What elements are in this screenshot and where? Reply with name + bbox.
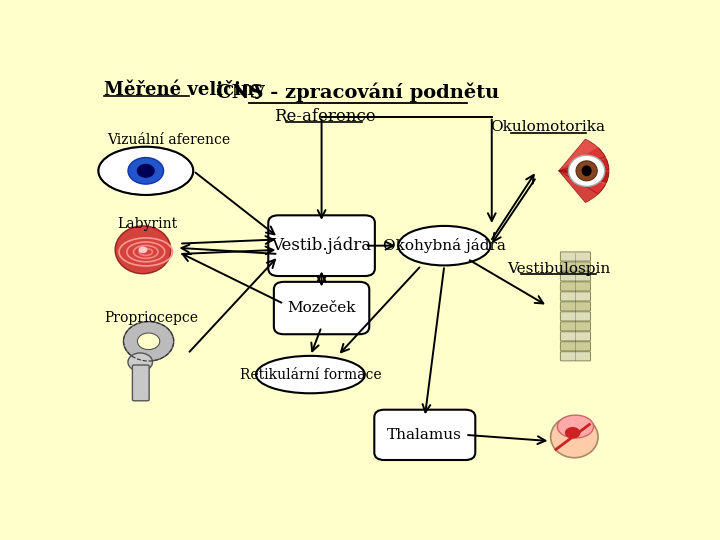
Text: Propriocepce: Propriocepce xyxy=(104,312,198,326)
Circle shape xyxy=(128,353,153,371)
FancyBboxPatch shape xyxy=(274,282,369,334)
Wedge shape xyxy=(559,171,609,194)
Text: Mozeček: Mozeček xyxy=(287,301,356,315)
FancyBboxPatch shape xyxy=(560,352,590,361)
Circle shape xyxy=(565,427,580,438)
Text: CNS - zpracování podnětu: CNS - zpracování podnětu xyxy=(216,82,500,102)
Ellipse shape xyxy=(582,165,592,176)
FancyBboxPatch shape xyxy=(560,312,590,321)
Circle shape xyxy=(138,246,148,253)
Text: Vizuální aference: Vizuální aference xyxy=(107,133,230,147)
Ellipse shape xyxy=(115,226,171,274)
Ellipse shape xyxy=(551,416,598,458)
Ellipse shape xyxy=(557,415,593,438)
Text: Vestib.jádra: Vestib.jádra xyxy=(271,237,372,254)
FancyBboxPatch shape xyxy=(560,342,590,351)
FancyBboxPatch shape xyxy=(560,262,590,271)
Text: Re-aference: Re-aference xyxy=(274,109,375,125)
FancyBboxPatch shape xyxy=(560,302,590,311)
Ellipse shape xyxy=(398,226,490,266)
Text: Okulomotorika: Okulomotorika xyxy=(490,120,605,134)
Text: Měřené veličiny: Měřené veličiny xyxy=(104,80,264,99)
FancyBboxPatch shape xyxy=(560,322,590,331)
Wedge shape xyxy=(559,159,609,183)
Wedge shape xyxy=(559,171,606,202)
Ellipse shape xyxy=(138,333,160,349)
Ellipse shape xyxy=(128,158,163,184)
Text: Retikulární formace: Retikulární formace xyxy=(240,368,381,382)
Ellipse shape xyxy=(569,155,605,186)
FancyBboxPatch shape xyxy=(560,282,590,291)
Ellipse shape xyxy=(124,321,174,361)
Text: Thalamus: Thalamus xyxy=(387,428,462,442)
Ellipse shape xyxy=(137,164,155,178)
Wedge shape xyxy=(559,139,606,171)
FancyBboxPatch shape xyxy=(560,252,590,261)
Wedge shape xyxy=(559,148,609,171)
Text: Okohybná jádra: Okohybná jádra xyxy=(383,238,505,253)
Ellipse shape xyxy=(256,356,365,393)
Ellipse shape xyxy=(99,147,193,195)
Ellipse shape xyxy=(576,161,597,181)
FancyBboxPatch shape xyxy=(560,272,590,281)
FancyBboxPatch shape xyxy=(374,410,475,460)
Text: Labyrint: Labyrint xyxy=(117,217,177,231)
Text: Vestibulospin: Vestibulospin xyxy=(507,261,611,275)
FancyBboxPatch shape xyxy=(560,332,590,341)
FancyBboxPatch shape xyxy=(132,365,149,401)
FancyBboxPatch shape xyxy=(269,215,375,276)
FancyBboxPatch shape xyxy=(560,292,590,301)
